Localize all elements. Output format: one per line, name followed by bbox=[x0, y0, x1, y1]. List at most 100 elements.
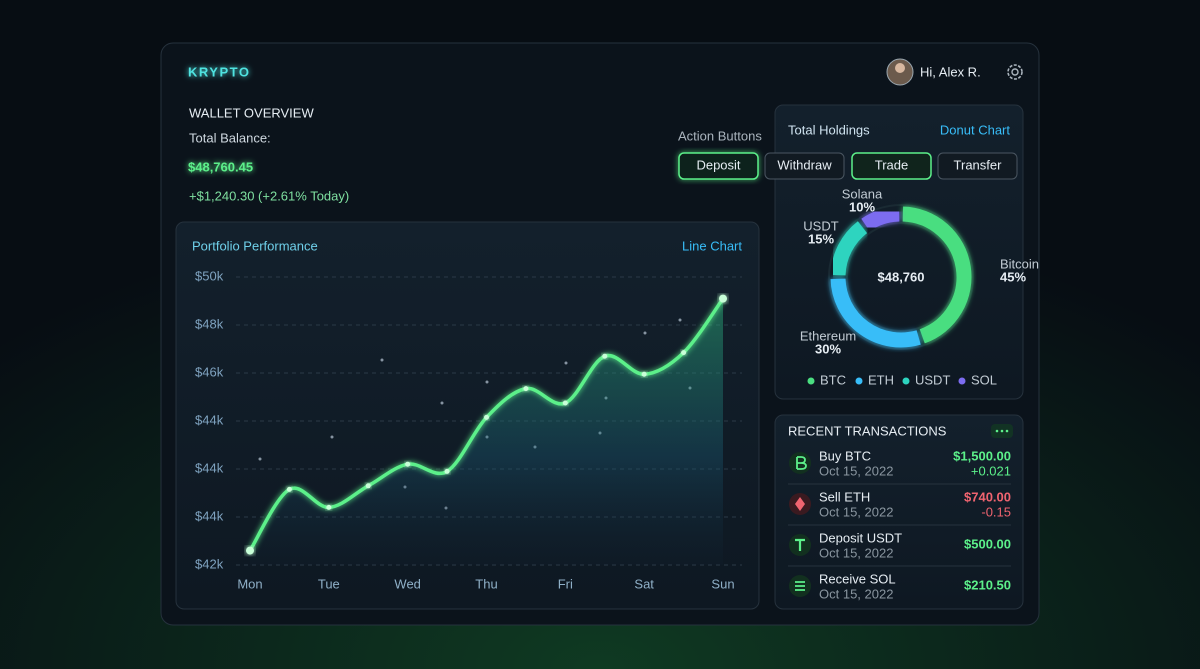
legend-label: USDT bbox=[915, 372, 950, 387]
action-button-label: Trade bbox=[875, 157, 908, 172]
tx-icon-shape bbox=[795, 581, 805, 591]
transactions-panel bbox=[774, 414, 1024, 610]
x-tick-label: Fri bbox=[558, 576, 573, 591]
legend-label: ETH bbox=[868, 372, 894, 387]
holdings-title: Total Holdings bbox=[788, 122, 870, 137]
sparkle bbox=[440, 401, 444, 405]
legend-label: SOL bbox=[971, 372, 997, 387]
tx-date: Oct 15, 2022 bbox=[819, 504, 893, 519]
sparkle bbox=[485, 380, 489, 384]
donut-center: $48,760 bbox=[878, 269, 925, 284]
action-button[interactable] bbox=[764, 152, 845, 180]
tx-icon-shape bbox=[795, 497, 805, 511]
point bbox=[444, 468, 450, 474]
point bbox=[246, 546, 254, 555]
tx-change: +0.021 bbox=[971, 463, 1011, 478]
point bbox=[562, 400, 568, 406]
donut-value-label: 10% bbox=[849, 199, 875, 214]
y-tick-label: $44k bbox=[195, 460, 224, 475]
action-button-label: Deposit bbox=[696, 157, 740, 172]
sparkle bbox=[643, 331, 647, 335]
tx-change: -0.15 bbox=[981, 504, 1011, 519]
point bbox=[286, 486, 292, 492]
x-tick-label: Tue bbox=[318, 576, 340, 591]
donut-category: USDT bbox=[803, 218, 838, 233]
sparkle bbox=[678, 318, 682, 322]
x-tick-label: Sat bbox=[634, 576, 654, 591]
donut-segment bbox=[830, 221, 868, 276]
greeting: Hi, Alex R. bbox=[920, 64, 981, 79]
action-button[interactable] bbox=[937, 152, 1018, 180]
action-button[interactable] bbox=[678, 152, 759, 180]
brand: KRYPTO bbox=[188, 64, 250, 79]
point bbox=[719, 294, 727, 303]
actions-label: Action Buttons bbox=[678, 128, 762, 143]
y-tick-label: $46k bbox=[195, 364, 224, 379]
line-title: Portfolio Performance bbox=[192, 238, 318, 253]
legend-swatch bbox=[807, 377, 815, 385]
point bbox=[365, 483, 371, 489]
legend-swatch bbox=[958, 377, 966, 385]
holdings-subtitle: Donut Chart bbox=[940, 122, 1010, 137]
donut-value-label: 45% bbox=[1000, 269, 1026, 284]
tx-date: Oct 15, 2022 bbox=[819, 463, 893, 478]
donut-track bbox=[828, 204, 974, 350]
action-button-label: Withdraw bbox=[777, 157, 832, 172]
donut-category: Solana bbox=[842, 186, 883, 201]
line-subtitle: Line Chart bbox=[682, 238, 742, 253]
sparkle bbox=[258, 457, 262, 461]
tx-icon-shape bbox=[795, 538, 805, 551]
sparkle bbox=[330, 435, 334, 439]
x-tick-label: Sun bbox=[711, 576, 734, 591]
donut-track bbox=[846, 222, 956, 332]
tx-amount: $500.00 bbox=[964, 536, 1011, 551]
donut-value-label: 15% bbox=[808, 231, 834, 246]
y-tick-label: $48k bbox=[195, 316, 224, 331]
tx-icon-shape bbox=[796, 456, 807, 470]
point bbox=[523, 386, 529, 392]
y-tick-label: $42k bbox=[195, 556, 224, 571]
donut-category: Ethereum bbox=[800, 328, 856, 343]
y-tick-label: $44k bbox=[195, 508, 224, 523]
y-tick-label: $44k bbox=[195, 412, 224, 427]
donut-value-label: 30% bbox=[815, 341, 841, 356]
holdings-panel bbox=[774, 104, 1024, 400]
balance: $48,760.45 bbox=[188, 159, 253, 174]
point bbox=[484, 414, 489, 420]
donut-segment bbox=[902, 206, 972, 344]
settings-icon[interactable] bbox=[1007, 64, 1023, 80]
tx-date: Oct 15, 2022 bbox=[819, 545, 893, 560]
tx-title: Sell ETH bbox=[819, 489, 870, 504]
x-tick-label: Wed bbox=[394, 576, 421, 591]
donut-segment bbox=[830, 278, 921, 348]
point bbox=[681, 350, 687, 356]
action-button[interactable] bbox=[851, 152, 932, 180]
sparkle bbox=[380, 358, 384, 362]
tx-amount: $1,500.00 bbox=[953, 448, 1011, 463]
point bbox=[641, 371, 647, 377]
action-button-label: Transfer bbox=[954, 157, 1003, 172]
avatar-face bbox=[895, 63, 905, 73]
point bbox=[326, 504, 332, 510]
y-tick-label: $50k bbox=[195, 268, 224, 283]
sparkle bbox=[564, 361, 568, 365]
point bbox=[602, 353, 608, 359]
area bbox=[250, 298, 723, 565]
x-tick-label: Thu bbox=[475, 576, 497, 591]
tx-amount: $210.50 bbox=[964, 577, 1011, 592]
tx-title: Deposit USDT bbox=[819, 530, 902, 545]
x-tick-label: Mon bbox=[237, 576, 262, 591]
tx-amount: $740.00 bbox=[964, 489, 1011, 504]
balance-change: +$1,240.30 (+2.61% Today) bbox=[189, 188, 349, 203]
transactions-heading: RECENT TRANSACTIONS bbox=[788, 423, 947, 438]
point bbox=[405, 461, 411, 467]
legend-swatch bbox=[855, 377, 863, 385]
more-button[interactable] bbox=[991, 424, 1013, 438]
wallet-heading: WALLET OVERVIEW bbox=[189, 105, 314, 120]
legend-swatch bbox=[902, 377, 910, 385]
legend-label: BTC bbox=[820, 372, 846, 387]
tx-title: Buy BTC bbox=[819, 448, 871, 463]
balance-label: Total Balance: bbox=[189, 130, 271, 145]
